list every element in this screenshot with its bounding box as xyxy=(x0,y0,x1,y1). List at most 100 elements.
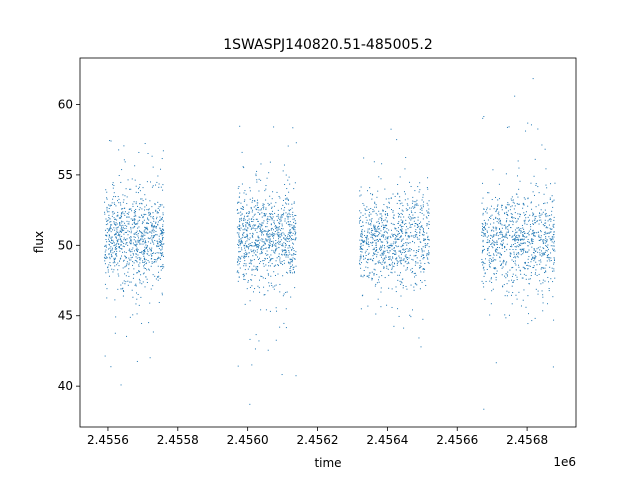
data-point xyxy=(543,225,545,227)
data-point xyxy=(238,244,239,246)
data-point xyxy=(150,265,152,267)
data-point xyxy=(250,279,252,281)
data-point xyxy=(516,239,518,241)
data-point xyxy=(378,218,380,220)
data-point xyxy=(292,272,294,274)
data-point xyxy=(259,228,261,230)
data-point xyxy=(240,211,242,213)
data-point xyxy=(373,226,375,228)
data-point xyxy=(285,242,287,244)
data-point xyxy=(403,327,405,329)
data-point xyxy=(509,235,511,237)
data-point xyxy=(503,224,505,226)
data-point xyxy=(509,269,511,271)
data-point xyxy=(532,223,534,225)
data-point xyxy=(116,242,118,244)
data-point xyxy=(412,206,414,208)
data-point xyxy=(152,274,154,276)
data-point xyxy=(287,254,289,256)
data-point xyxy=(415,254,417,256)
data-point xyxy=(410,219,412,221)
data-point xyxy=(257,202,259,204)
data-point xyxy=(408,222,410,224)
data-point xyxy=(549,218,551,220)
data-point xyxy=(254,275,256,277)
data-point xyxy=(151,155,153,157)
data-point xyxy=(498,228,500,230)
data-point xyxy=(279,236,281,238)
data-point xyxy=(553,319,555,321)
data-point xyxy=(105,257,107,259)
data-point xyxy=(106,209,108,211)
data-point xyxy=(236,271,238,273)
data-point xyxy=(140,235,142,237)
data-point xyxy=(535,269,537,271)
data-point xyxy=(269,244,271,246)
data-point xyxy=(380,256,382,258)
data-point xyxy=(243,257,245,259)
data-point xyxy=(374,230,376,232)
data-point xyxy=(240,242,242,244)
data-point xyxy=(161,218,163,220)
data-point xyxy=(532,229,534,231)
data-point xyxy=(288,232,290,234)
data-point xyxy=(127,234,129,236)
data-point xyxy=(120,239,122,241)
data-point xyxy=(413,286,415,288)
data-point xyxy=(271,206,273,208)
data-point xyxy=(422,196,424,198)
data-point xyxy=(552,248,554,250)
data-point xyxy=(121,212,123,214)
data-point xyxy=(510,206,512,208)
data-point xyxy=(256,269,258,271)
data-point xyxy=(493,240,495,242)
data-point xyxy=(360,274,362,276)
data-point xyxy=(527,205,529,207)
data-point xyxy=(550,245,552,247)
data-point xyxy=(495,273,497,275)
data-point xyxy=(506,275,508,277)
data-point xyxy=(139,259,141,261)
data-point xyxy=(426,257,428,259)
data-point xyxy=(493,208,495,210)
data-point xyxy=(282,295,284,297)
data-point xyxy=(277,238,279,240)
data-point xyxy=(527,323,529,325)
data-point xyxy=(411,202,413,204)
data-point xyxy=(259,213,261,215)
data-point xyxy=(268,244,270,246)
data-point xyxy=(157,256,159,258)
data-point xyxy=(156,212,158,214)
data-point xyxy=(416,227,418,229)
data-point xyxy=(282,214,284,216)
data-point xyxy=(488,246,490,248)
data-point xyxy=(262,245,264,247)
data-point xyxy=(136,223,138,225)
data-point xyxy=(553,258,555,260)
data-point xyxy=(383,245,385,247)
data-point xyxy=(126,264,128,266)
data-point xyxy=(120,288,122,290)
y-tick-label: 40 xyxy=(58,379,73,393)
data-point xyxy=(516,175,518,177)
data-point xyxy=(536,220,538,222)
data-point xyxy=(269,256,271,258)
data-point xyxy=(142,253,144,255)
data-point xyxy=(519,248,521,250)
data-point xyxy=(266,257,268,259)
data-point xyxy=(108,275,110,277)
data-point xyxy=(267,218,269,220)
data-point xyxy=(147,222,149,224)
data-point xyxy=(549,198,551,200)
data-point xyxy=(539,239,541,241)
data-point xyxy=(390,229,392,231)
data-point xyxy=(258,178,260,180)
data-point xyxy=(359,248,361,250)
data-point xyxy=(242,208,244,210)
data-point xyxy=(266,226,268,228)
data-point xyxy=(162,256,164,258)
data-point xyxy=(243,263,245,265)
data-point xyxy=(506,206,508,208)
data-point xyxy=(122,221,124,223)
data-point xyxy=(493,235,495,237)
